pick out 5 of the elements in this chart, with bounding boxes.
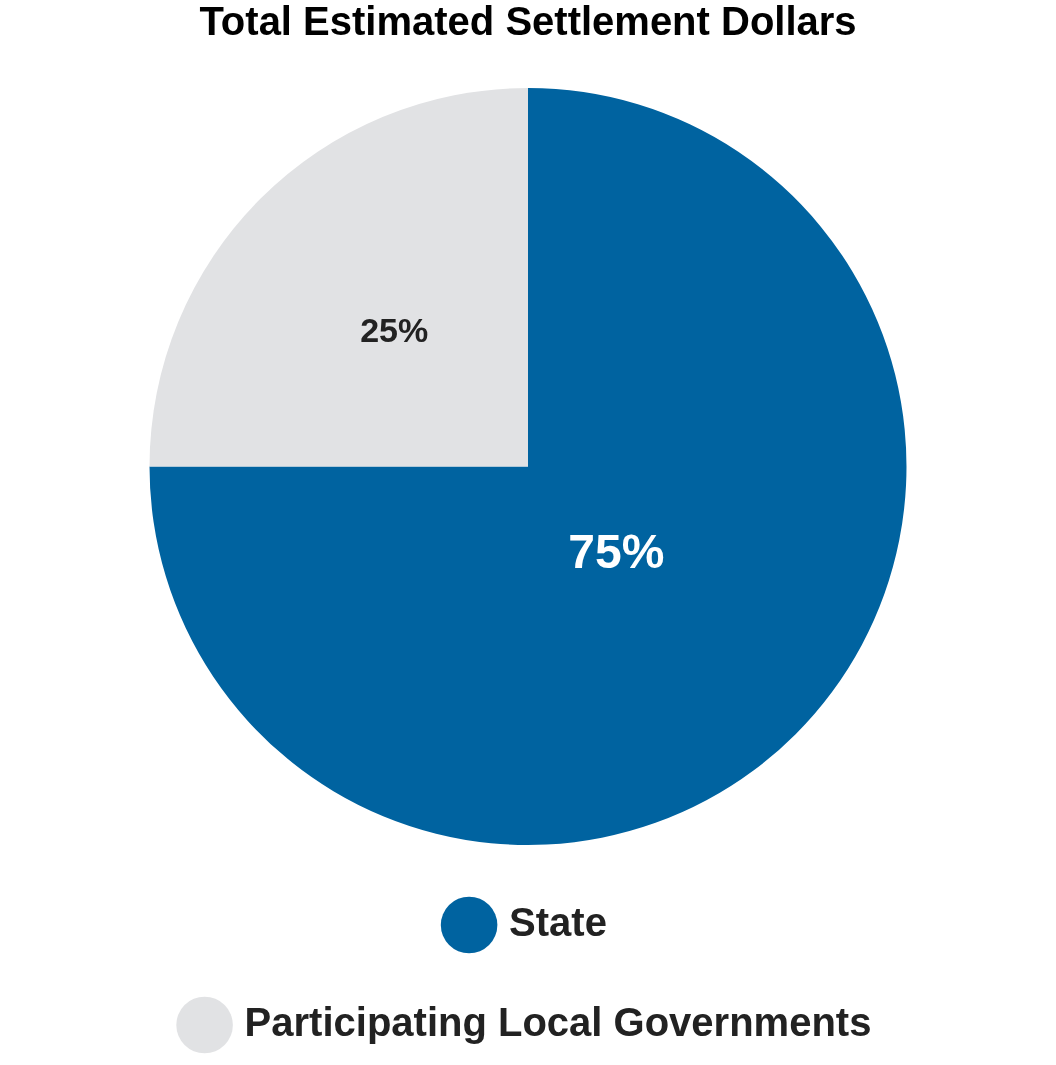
legend-label: State [509, 900, 607, 945]
chart-title: Total Estimated Settlement Dollars [199, 0, 857, 44]
legend-label: Participating Local Governments [244, 1000, 872, 1045]
data-label: 25% [360, 311, 429, 350]
data-label: 75% [568, 525, 665, 579]
